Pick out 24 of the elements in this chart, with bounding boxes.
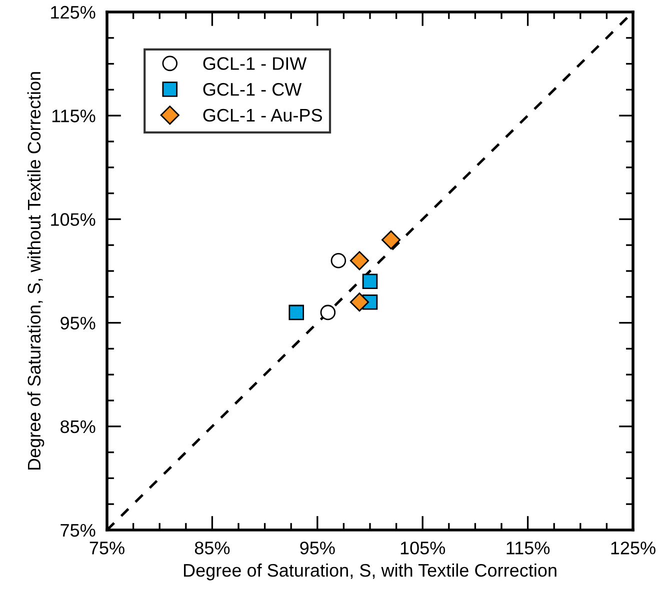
legend-label: GCL-1 - CW — [203, 83, 302, 96]
x-tick-label: 125% — [611, 542, 656, 554]
y-axis-title: Degree of Saturation, S, without Textile Correction — [27, 72, 44, 470]
point — [350, 251, 370, 270]
y-tick-label: 95% — [60, 316, 96, 330]
point — [362, 274, 378, 289]
x-tick-label: 85% — [194, 542, 230, 554]
x-tick-label: 115% — [506, 542, 550, 554]
x-tick-label: 95% — [300, 542, 335, 554]
point — [330, 253, 346, 268]
y-tick-label: 85% — [60, 420, 96, 434]
point — [320, 304, 336, 320]
x-tick-label: 105% — [400, 542, 446, 554]
y-tick-label: 125% — [51, 6, 96, 19]
legend-label: GCL-1 - Au-PS — [203, 108, 322, 122]
point — [350, 292, 370, 312]
x-axis-title: Degree of Saturation, S, with Textile Correction — [184, 564, 556, 580]
y-tick-label: 115% — [52, 110, 96, 122]
y-tick-label: 75% — [60, 524, 96, 537]
point — [288, 304, 304, 320]
legend-label: GCL-1 - DIW — [203, 57, 307, 70]
point — [382, 230, 401, 250]
x-tick-label: 75% — [90, 542, 124, 554]
y-tick-label: 105% — [51, 213, 96, 226]
